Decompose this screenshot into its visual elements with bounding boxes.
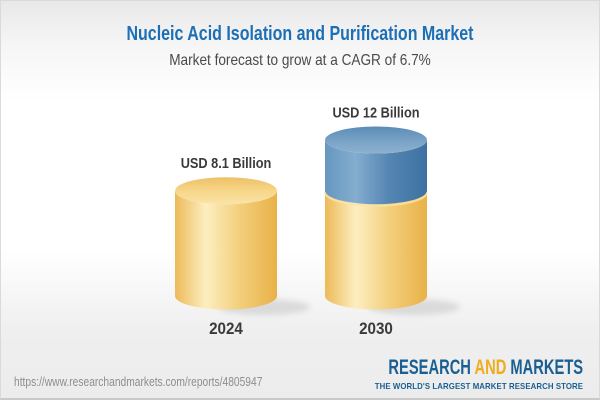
logo-markets: MARKETS xyxy=(510,356,583,379)
cylinder-2024: USD 8.1 Billion 2024 xyxy=(175,154,310,338)
logo-research: RESEARCH xyxy=(388,356,471,379)
year-label: 2024 xyxy=(209,320,243,338)
cylinder-segment-gold xyxy=(175,190,277,310)
logo: RESEARCH AND MARKETS THE WORLD'S LARGEST… xyxy=(305,357,583,391)
cylinder-top xyxy=(175,177,277,205)
report-url[interactable]: https://www.researchandmarkets.com/repor… xyxy=(14,375,263,389)
cylinder-segment-gold xyxy=(325,190,427,310)
year-label: 2030 xyxy=(359,320,393,338)
value-label: USD 8.1 Billion xyxy=(181,154,272,171)
cylinder-2030: USD 12 Billion 2030 xyxy=(324,103,460,338)
logo-tagline: THE WORLD'S LARGEST MARKET RESEARCH STOR… xyxy=(374,381,583,391)
cylinder-segment-blue xyxy=(325,140,427,205)
logo-and: AND xyxy=(474,356,507,379)
cylinder-top xyxy=(325,126,427,154)
chart-subtitle: Market forecast to grow at a CAGR of 6.7… xyxy=(169,52,431,69)
logo-wordmark: RESEARCH AND MARKETS xyxy=(388,357,583,378)
segment-boundary-highlight xyxy=(324,192,428,207)
chart-title: Nucleic Acid Isolation and Purification … xyxy=(126,23,474,45)
value-label: USD 12 Billion xyxy=(332,103,419,120)
